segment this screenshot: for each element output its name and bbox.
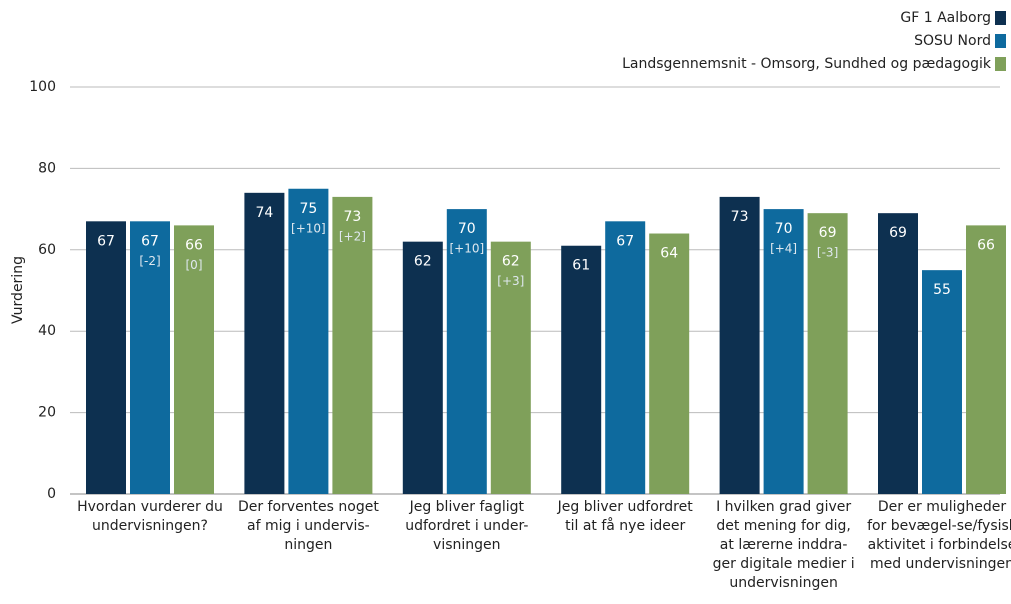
bar xyxy=(807,213,848,495)
x-tick-label: Der forventes noget af mig i undervis-ni… xyxy=(237,499,379,553)
x-tick-label: Der er muligheder for bevægel-se/fysisk … xyxy=(867,499,1011,572)
bar xyxy=(130,221,170,494)
bar xyxy=(174,225,214,494)
data-label: 55 xyxy=(933,282,951,298)
legend-label: SOSU Nord xyxy=(914,33,991,49)
data-label: 66 xyxy=(185,237,203,253)
bar xyxy=(561,245,602,494)
x-tick-label: Jeg bliver udfordret til at få nye ideer xyxy=(557,499,693,534)
bar xyxy=(719,196,760,494)
change-label: [+10] xyxy=(291,221,326,235)
bar xyxy=(763,209,804,494)
y-tick-label: 80 xyxy=(38,160,56,176)
data-label: 62 xyxy=(502,254,520,270)
data-label: 73 xyxy=(731,209,749,225)
bar xyxy=(446,209,487,494)
bar xyxy=(878,213,918,495)
data-label: 61 xyxy=(572,258,590,274)
bar xyxy=(966,225,1006,494)
change-label: [+3] xyxy=(497,274,524,288)
bar xyxy=(490,241,531,494)
bar xyxy=(86,221,126,494)
legend-label: GF 1 Aalborg xyxy=(900,10,991,26)
y-axis-label: Vurdering xyxy=(10,256,26,324)
bar xyxy=(922,270,962,494)
data-label: 73 xyxy=(343,209,361,225)
y-tick-label: 40 xyxy=(38,323,56,339)
legend-swatch xyxy=(995,57,1006,71)
data-label: 67 xyxy=(616,233,634,249)
bar xyxy=(649,233,690,494)
legend-swatch xyxy=(995,34,1006,48)
data-label: 67 xyxy=(141,233,159,249)
change-label: [+4] xyxy=(770,242,797,256)
data-label: 64 xyxy=(660,246,678,262)
change-label: [+10] xyxy=(449,242,484,256)
data-label: 74 xyxy=(255,205,273,221)
data-label: 69 xyxy=(819,225,837,241)
legend-swatch xyxy=(995,11,1006,25)
bar xyxy=(244,192,285,494)
change-label: [+2] xyxy=(339,229,366,243)
x-tick-label: I hvilken grad giver det mening for dig,… xyxy=(712,499,855,591)
y-tick-label: 20 xyxy=(38,405,56,421)
data-label: 70 xyxy=(775,221,793,237)
bar xyxy=(288,188,329,494)
x-tick-label: Jeg bliver fagligt udfordret i under-vis… xyxy=(405,499,529,553)
change-label: [-3] xyxy=(817,246,838,260)
data-label: 62 xyxy=(414,254,432,270)
y-tick-label: 100 xyxy=(29,79,56,95)
change-label: [0] xyxy=(186,258,203,272)
y-tick-label: 60 xyxy=(38,242,56,258)
bar xyxy=(402,241,443,494)
data-label: 75 xyxy=(299,201,317,217)
y-tick-label: 0 xyxy=(47,486,56,502)
change-label: [-2] xyxy=(139,254,160,268)
bar xyxy=(332,196,373,494)
legend-label: Landsgennemsnit - Omsorg, Sundhed og pæd… xyxy=(622,56,992,72)
data-label: 66 xyxy=(977,237,995,253)
data-label: 67 xyxy=(97,233,115,249)
x-tick-label: Hvordan vurderer du undervisningen? xyxy=(77,499,223,534)
data-label: 70 xyxy=(458,221,476,237)
data-label: 69 xyxy=(889,225,907,241)
bar xyxy=(605,221,646,494)
